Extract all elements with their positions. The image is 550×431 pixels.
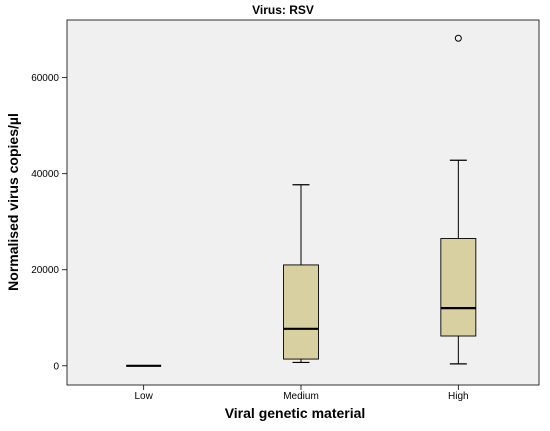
y-tick-label: 0 — [53, 361, 59, 372]
x-tick-label: High — [448, 391, 469, 402]
x-tick-label: Low — [134, 391, 153, 402]
y-axis: 0 20000 40000 60000 — [31, 73, 67, 372]
x-tick-label: Medium — [283, 391, 319, 402]
x-axis: Low Medium High — [134, 385, 469, 402]
iqr-box — [440, 238, 477, 337]
box-medium — [283, 184, 319, 364]
chart-title: Virus: RSV — [252, 3, 314, 17]
x-axis-label: Viral genetic material — [225, 405, 366, 421]
box-high — [440, 34, 477, 365]
y-tick-label: 40000 — [31, 169, 59, 180]
y-tick-label: 20000 — [31, 265, 59, 276]
outlier-point — [454, 34, 462, 42]
y-tick-label: 60000 — [31, 73, 59, 84]
iqr-box — [283, 264, 319, 360]
y-axis-label: Normalised virus copies/µl — [5, 113, 21, 291]
boxes — [126, 34, 477, 367]
